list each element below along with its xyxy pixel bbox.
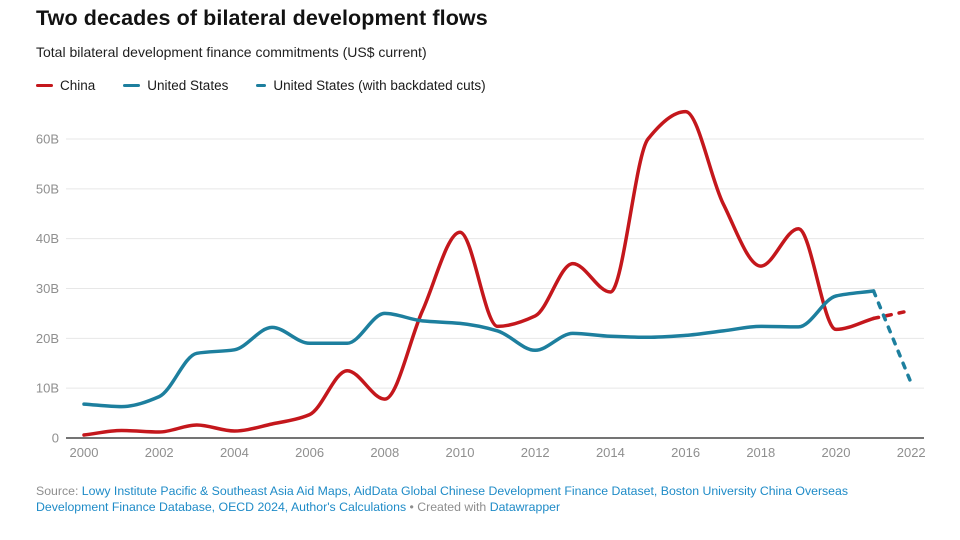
legend-item-2[interactable]: United States (with backdated cuts) (256, 78, 486, 93)
created-with-label: Created with (417, 499, 490, 514)
legend-label: United States (147, 78, 229, 93)
y-tick-label: 50B (36, 181, 59, 196)
x-tick-label: 2002 (145, 445, 174, 460)
line-china (82, 109, 876, 437)
legend-item-1[interactable]: United States (123, 78, 228, 93)
y-tick-label: 40B (36, 231, 59, 246)
line-chart: 0 10B 20B 30B 40B 50B 60B 2000 2002 2004 2006 2008 2… (36, 109, 926, 460)
legend-label: China (60, 78, 96, 93)
x-tick-label: 2000 (70, 445, 99, 460)
x-tick-label: 2008 (370, 445, 399, 460)
line-united-states (82, 289, 876, 409)
source-links[interactable]: Lowy Institute Pacific & Southeast Asia … (36, 484, 849, 514)
x-tick-label: 2016 (671, 445, 700, 460)
x-tick-label: 2010 (446, 445, 475, 460)
legend-dash-swatch (256, 83, 267, 88)
x-tick-label: 2018 (746, 445, 775, 460)
datawrapper-link[interactable]: Datawrapper (489, 499, 561, 514)
x-tick-label: 2004 (220, 445, 249, 460)
line-china-estimate (871, 308, 913, 321)
line-united-states-backdated-cuts (871, 289, 913, 385)
x-tick-label: 2012 (521, 445, 550, 460)
chart-subtitle: Total bilateral development finance comm… (36, 44, 427, 60)
x-tick-label: 2020 (822, 445, 851, 460)
y-tick-label: 60B (36, 132, 59, 147)
y-tick-label: 0 (52, 431, 59, 446)
legend-line-swatch (36, 83, 53, 88)
y-tick-label: 20B (36, 331, 59, 346)
chart-title: Two decades of bilateral development flo… (36, 6, 488, 30)
x-tick-label: 2006 (295, 445, 324, 460)
legend: China United States United States (with ba… (36, 78, 486, 93)
legend-line-swatch (123, 83, 141, 88)
x-tick-label: 2014 (596, 445, 625, 460)
y-tick-label: 30B (36, 281, 59, 296)
legend-item-0[interactable]: China (36, 78, 95, 93)
source-label: Source: (36, 484, 82, 498)
y-tick-label: 10B (36, 381, 59, 396)
footer-separator: • (406, 499, 418, 514)
x-tick-label: 2022 (897, 445, 926, 460)
legend-label: United States (with backdated cuts) (273, 78, 486, 93)
source-note: Source: Lowy Institute Pacific & Southea… (36, 484, 908, 515)
